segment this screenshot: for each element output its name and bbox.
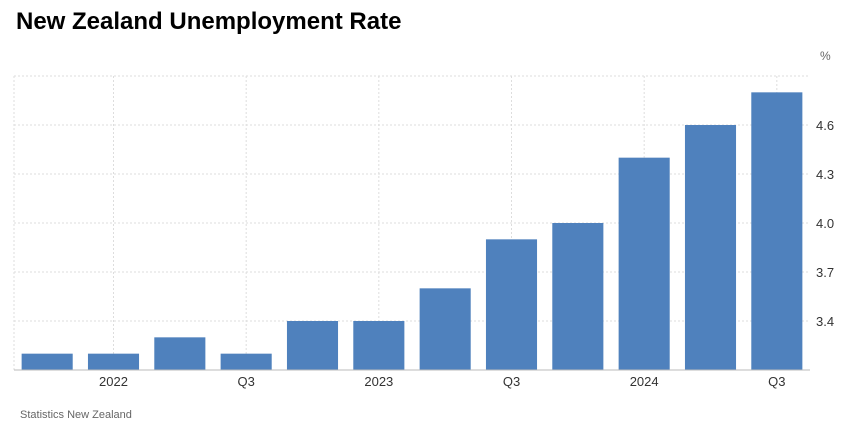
bar[interactable] bbox=[286, 321, 339, 370]
x-tick-label: 2022 bbox=[99, 374, 128, 389]
bar[interactable] bbox=[684, 125, 737, 370]
chart-title: New Zealand Unemployment Rate bbox=[16, 8, 402, 35]
y-tick-label: 4.0 bbox=[816, 216, 834, 231]
y-tick-label: 3.7 bbox=[816, 265, 834, 280]
source-label: Statistics New Zealand bbox=[20, 409, 132, 421]
y-axis-ticks: 3.4 3.7 4.0 4.3 4.6 bbox=[816, 118, 834, 329]
y-tick-label: 4.6 bbox=[816, 118, 834, 133]
x-tick-label: 2023 bbox=[364, 374, 393, 389]
x-tick-label: Q3 bbox=[237, 374, 254, 389]
bar[interactable] bbox=[21, 353, 73, 370]
bar[interactable] bbox=[87, 353, 140, 370]
bar[interactable] bbox=[419, 288, 471, 370]
y-tick-label: 4.3 bbox=[816, 167, 834, 182]
bar[interactable] bbox=[751, 92, 803, 370]
bar[interactable] bbox=[220, 353, 272, 370]
bar[interactable] bbox=[353, 321, 405, 370]
x-tick-label: Q3 bbox=[768, 374, 785, 389]
y-tick-label: 3.4 bbox=[816, 314, 834, 329]
bar[interactable] bbox=[154, 337, 206, 370]
x-axis-ticks: 2022 Q3 2023 Q3 2024 Q3 bbox=[99, 374, 785, 389]
bar[interactable] bbox=[618, 157, 670, 370]
bar[interactable] bbox=[485, 239, 538, 370]
y-unit-label: % bbox=[820, 49, 831, 63]
x-tick-label: Q3 bbox=[503, 374, 520, 389]
bar[interactable] bbox=[552, 223, 604, 370]
bars bbox=[21, 92, 803, 370]
x-tick-label: 2024 bbox=[630, 374, 659, 389]
